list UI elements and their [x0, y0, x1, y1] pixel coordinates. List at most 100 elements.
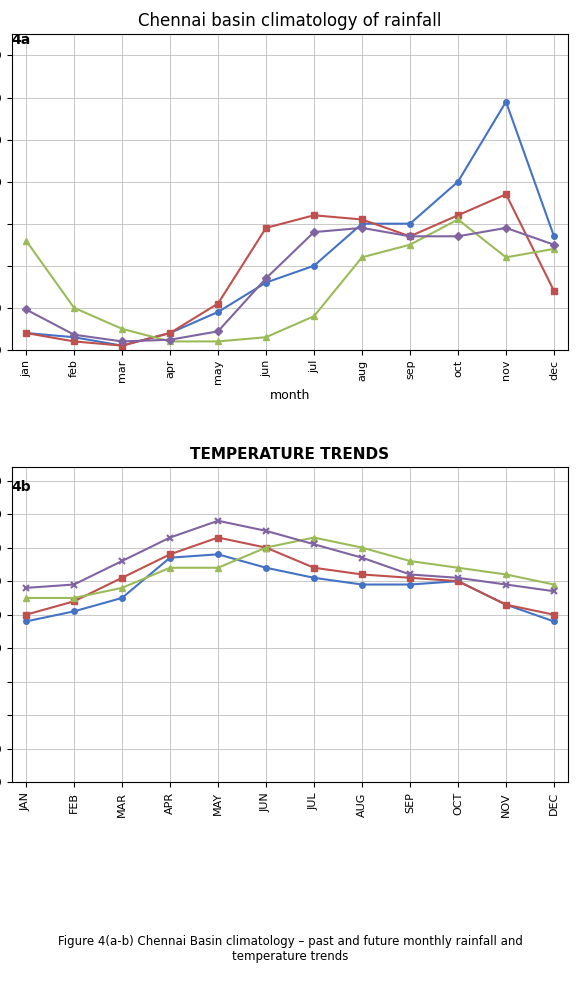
Text: 4b: 4b — [12, 480, 31, 493]
2040-2070 — [358, 251, 365, 263]
Line: 2071-2098: 2071-2098 — [23, 226, 557, 344]
2040-2070 — [118, 323, 125, 335]
2040-2070 — [407, 556, 414, 567]
1971-2000 — [358, 218, 365, 230]
2071-2098 — [71, 329, 78, 341]
2010-2040 — [455, 575, 462, 587]
2040-2070 — [455, 561, 462, 573]
X-axis label: month: month — [270, 389, 310, 403]
Title: TEMPERATURE TRENDS: TEMPERATURE TRENDS — [190, 447, 390, 462]
2071-2098 — [358, 222, 365, 233]
Line: 2071-2098: 2071-2098 — [23, 517, 557, 595]
2010-2040 — [71, 336, 78, 348]
2010-2040 — [166, 549, 173, 560]
2071-2098 — [310, 539, 317, 551]
1970-2000 — [502, 599, 509, 611]
1971-2000 — [215, 306, 222, 318]
2040-2070 — [502, 568, 509, 580]
2071-2098 — [455, 572, 462, 584]
2010-2040 — [166, 327, 173, 339]
2071-2098 — [502, 578, 509, 590]
2010-2040 — [407, 230, 414, 242]
2071-2098 — [215, 325, 222, 337]
2040-2070 — [310, 310, 317, 322]
2071-2098 — [23, 303, 30, 315]
2040-2070 — [550, 578, 557, 590]
1970-2000 — [215, 549, 222, 560]
2040-2070 — [215, 561, 222, 573]
2010-2040 — [550, 285, 557, 296]
1970-2000 — [550, 616, 557, 627]
1971-2000 — [455, 175, 462, 187]
1971-2000 — [550, 230, 557, 242]
2010-2040 — [310, 210, 317, 222]
1970-2000 — [71, 606, 78, 618]
2071-2098 — [550, 585, 557, 597]
2071-2098 — [550, 238, 557, 250]
2040-2070 — [550, 243, 557, 255]
Line: 2010-2040: 2010-2040 — [23, 191, 557, 349]
1970-2000 — [358, 578, 365, 590]
1971-2000 — [118, 340, 125, 352]
2010-2040 — [215, 297, 222, 309]
1970-2000 — [263, 561, 270, 573]
2040-2070 — [71, 301, 78, 313]
1970-2000 — [310, 572, 317, 584]
Line: 2040-2070: 2040-2070 — [23, 535, 557, 601]
2010-2040 — [502, 188, 509, 200]
2071-2098 — [502, 222, 509, 233]
2040-2070 — [118, 582, 125, 594]
1971-2000 — [263, 277, 270, 289]
Line: 2040-2070: 2040-2070 — [23, 217, 557, 344]
2010-2040 — [310, 561, 317, 573]
2010-2040 — [23, 609, 30, 621]
1971-2000 — [310, 260, 317, 272]
2071-2098 — [455, 230, 462, 242]
2010-2040 — [118, 572, 125, 584]
2010-2040 — [455, 210, 462, 222]
2010-2040 — [118, 340, 125, 352]
Line: 1971-2000: 1971-2000 — [23, 98, 557, 349]
2040-2070 — [166, 561, 173, 573]
Text: Figure 4(a-b) Chennai Basin climatology – past and future monthly rainfall and
t: Figure 4(a-b) Chennai Basin climatology … — [57, 936, 523, 963]
Title: Chennai basin climatology of rainfall: Chennai basin climatology of rainfall — [138, 12, 442, 31]
1970-2000 — [166, 552, 173, 563]
Text: 4a: 4a — [12, 33, 31, 46]
2040-2070 — [407, 238, 414, 250]
1971-2000 — [407, 218, 414, 230]
2040-2070 — [215, 336, 222, 348]
2071-2098 — [23, 582, 30, 594]
2010-2040 — [263, 222, 270, 233]
2071-2098 — [263, 525, 270, 537]
2071-2098 — [358, 552, 365, 563]
2010-2040 — [71, 595, 78, 607]
2040-2070 — [358, 542, 365, 554]
2071-2098 — [166, 532, 173, 544]
2040-2070 — [23, 234, 30, 246]
1970-2000 — [118, 592, 125, 604]
2071-2098 — [166, 334, 173, 346]
2010-2040 — [407, 572, 414, 584]
1971-2000 — [166, 327, 173, 339]
2040-2070 — [455, 214, 462, 226]
2071-2098 — [118, 556, 125, 567]
1971-2000 — [502, 96, 509, 107]
2010-2040 — [263, 542, 270, 554]
2010-2040 — [23, 327, 30, 339]
1971-2000 — [23, 327, 30, 339]
1970-2000 — [455, 575, 462, 587]
1971-2000 — [71, 331, 78, 343]
2071-2098 — [407, 568, 414, 580]
2010-2040 — [502, 599, 509, 611]
2071-2098 — [118, 336, 125, 348]
2071-2098 — [215, 515, 222, 527]
2040-2070 — [71, 592, 78, 604]
2040-2070 — [263, 542, 270, 554]
2071-2098 — [310, 227, 317, 238]
2071-2098 — [407, 230, 414, 242]
2040-2070 — [263, 331, 270, 343]
Line: 1970-2000: 1970-2000 — [23, 552, 557, 624]
2071-2098 — [71, 578, 78, 590]
1970-2000 — [23, 616, 30, 627]
2010-2040 — [215, 532, 222, 544]
